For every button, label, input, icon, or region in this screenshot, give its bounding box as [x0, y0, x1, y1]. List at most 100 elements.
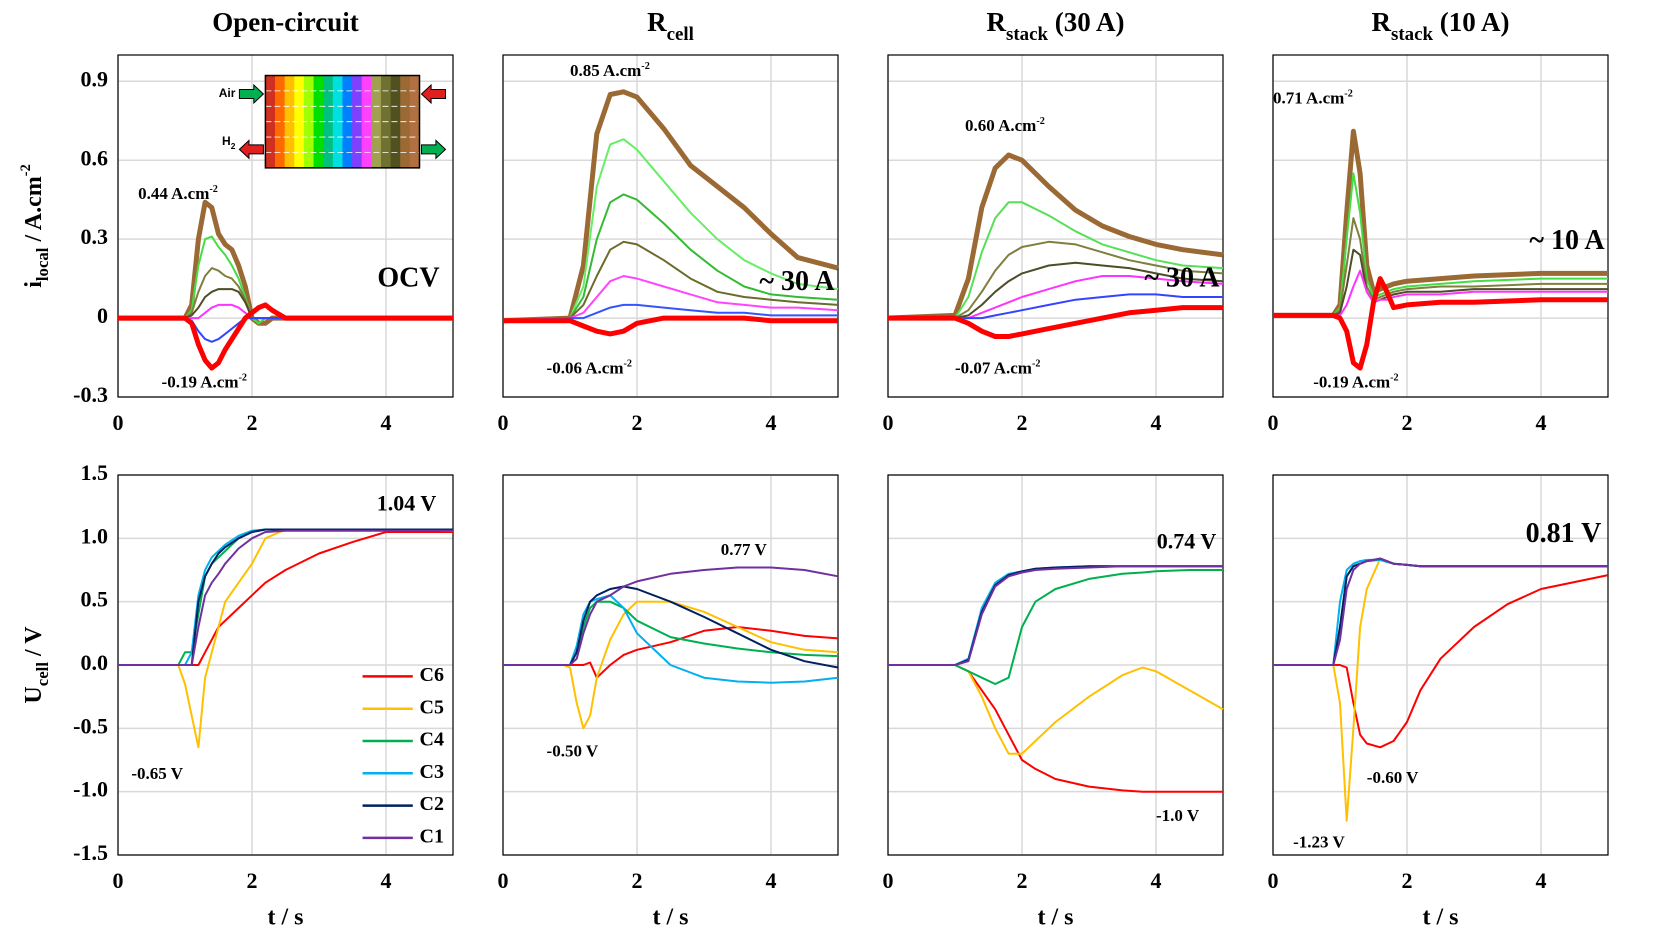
legend-label: C3 — [420, 761, 444, 783]
inset-arrow — [238, 139, 264, 160]
y-axis-label-suffix: / A.cm — [21, 176, 47, 247]
annotation: 0.74 V — [1157, 528, 1217, 553]
x-tick-label: 2 — [632, 410, 643, 435]
annotation-sup: -2 — [641, 61, 650, 72]
x-axis-label: t / s — [653, 905, 689, 931]
y-tick-label: 0.0 — [81, 650, 109, 675]
annotation-text: 0.74 V — [1157, 528, 1217, 553]
annotation: 0.44 A.cm-2 — [138, 184, 218, 203]
inset-label: Air — [219, 86, 236, 100]
x-tick-label: 2 — [1402, 868, 1413, 893]
legend-label: C1 — [420, 825, 444, 847]
series-line — [888, 240, 1224, 320]
series-line — [502, 138, 839, 322]
inset-arrow — [420, 83, 446, 105]
x-tick-label: 2 — [1017, 868, 1028, 893]
annotation-text: OCV — [377, 263, 439, 294]
series-line — [118, 302, 453, 371]
x-tick-label: 4 — [1151, 410, 1162, 435]
inset-label-text: Air — [219, 86, 236, 100]
x-axis-label: t / s — [268, 905, 304, 931]
series-line — [1273, 128, 1608, 318]
annotation-text: -0.06 A.cm — [547, 359, 624, 378]
y-tick-label: -1.0 — [73, 777, 108, 802]
inset-stripe — [303, 75, 315, 168]
y-tick-label: 0.9 — [81, 66, 109, 91]
series-line — [887, 152, 1224, 321]
y-axis-label-sub: cell — [33, 662, 52, 687]
panel-title-sub: stack — [1391, 24, 1433, 45]
series-line — [502, 89, 839, 324]
annotation-sup: -2 — [209, 184, 218, 195]
series-line — [888, 569, 1223, 685]
x-tick-label: 2 — [1017, 410, 1028, 435]
annotation-text: -1.0 V — [1156, 806, 1200, 825]
panel-title-suffix: (30 A) — [1048, 7, 1125, 37]
series-line — [888, 565, 1223, 666]
annotation-text: 0.44 A.cm — [138, 184, 209, 203]
annotation-text: 0.85 A.cm — [570, 61, 641, 80]
annotation-text: 1.04 V — [377, 490, 437, 515]
series-line — [888, 565, 1223, 666]
x-axis-label: t / s — [1038, 905, 1074, 931]
annotation-text: -0.50 V — [547, 741, 599, 760]
annotation-text: -0.07 A.cm — [955, 359, 1032, 378]
annotation: -0.19 A.cm-2 — [162, 372, 247, 391]
series-line — [118, 528, 453, 666]
x-tick-label: 2 — [1402, 410, 1413, 435]
inset-label-sub: 2 — [231, 141, 236, 151]
series-line — [888, 305, 1223, 339]
y-tick-label: 1.0 — [81, 523, 109, 548]
series-line — [502, 193, 839, 322]
annotation: -0.06 A.cm-2 — [547, 358, 632, 377]
panel-title-text: R — [647, 7, 667, 37]
series-line — [503, 594, 839, 684]
y-tick-label: -0.3 — [73, 382, 108, 407]
panel-title: Open-circuit — [212, 7, 358, 37]
annotation-text: 0.60 A.cm — [965, 116, 1036, 135]
inset-frame — [264, 74, 421, 169]
y-axis-label-text: i — [21, 281, 47, 288]
x-tick-label: 0 — [498, 410, 509, 435]
series-line — [503, 626, 839, 679]
y-tick-label: 1.5 — [81, 460, 109, 485]
panel-title-text: Open-circuit — [212, 7, 358, 37]
series-line — [1273, 276, 1608, 371]
annotation-text: -0.19 A.cm — [1313, 372, 1390, 391]
inset-label-text: H — [222, 134, 231, 148]
x-tick-label: 4 — [1151, 868, 1162, 893]
series-line — [118, 317, 453, 343]
inset-label: H2 — [222, 134, 236, 151]
annotation-sup: -2 — [1032, 358, 1041, 369]
x-tick-label: 0 — [1268, 410, 1279, 435]
plot-frame — [1272, 54, 1609, 398]
y-axis-label-sup: -2 — [18, 164, 34, 176]
x-tick-label: 4 — [1536, 410, 1547, 435]
y-axis-label: Ucell / V — [21, 626, 53, 704]
annotation-text: 0.71 A.cm — [1273, 88, 1344, 107]
x-tick-label: 4 — [381, 868, 392, 893]
legend-label: C2 — [420, 793, 444, 815]
inset-stripe — [284, 75, 295, 168]
series-line — [888, 201, 1224, 320]
x-tick-label: 0 — [113, 868, 124, 893]
series-line — [118, 531, 453, 666]
inset-arrow — [238, 83, 265, 105]
y-axis-label-sub: local — [33, 247, 52, 281]
series-line — [118, 528, 453, 666]
panel-title: Rstack (10 A) — [1372, 7, 1510, 45]
annotation: -1.0 V — [1156, 806, 1200, 825]
series-line — [1273, 557, 1608, 666]
annotation-sup: -2 — [624, 358, 633, 369]
series-line — [118, 529, 453, 666]
series-line — [1273, 557, 1608, 666]
y-tick-label: 0.3 — [81, 224, 109, 249]
y-tick-label: -0.5 — [73, 713, 108, 738]
annotation-text: ~ 30 A — [759, 267, 835, 298]
legend-label: C4 — [420, 729, 444, 751]
panel-title: Rstack (30 A) — [987, 7, 1125, 45]
panel-title-sub: stack — [1006, 24, 1048, 45]
annotation: 1.04 V — [377, 490, 437, 515]
x-tick-label: 2 — [632, 868, 643, 893]
y-axis-label-text: U — [21, 686, 47, 703]
